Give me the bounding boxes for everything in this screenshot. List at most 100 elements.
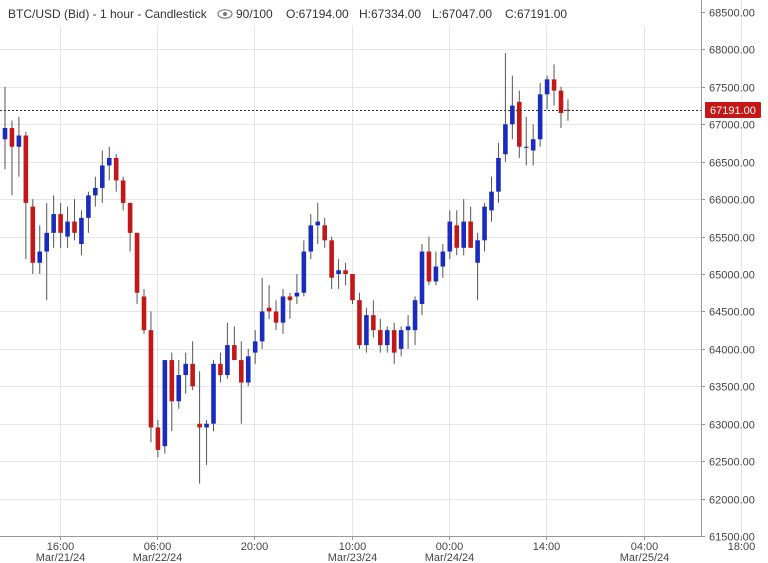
y-tick-label: 64000.00	[709, 345, 755, 357]
candle[interactable]	[461, 199, 466, 256]
candle[interactable]	[266, 285, 272, 319]
candle-body-down	[343, 270, 348, 274]
candle[interactable]	[530, 124, 536, 166]
candle[interactable]	[510, 75, 515, 140]
candle[interactable]	[72, 199, 77, 241]
candle[interactable]	[558, 86, 564, 129]
candle[interactable]	[65, 206, 70, 248]
candle[interactable]	[225, 322, 230, 379]
candle[interactable]	[384, 326, 390, 353]
candle[interactable]	[23, 131, 29, 260]
candle[interactable]	[100, 150, 105, 203]
candle[interactable]	[544, 75, 550, 110]
candle[interactable]	[58, 202, 63, 248]
candle[interactable]	[517, 90, 522, 158]
candle[interactable]	[537, 83, 543, 147]
candle[interactable]	[141, 288, 147, 334]
candle[interactable]	[280, 288, 286, 334]
candle[interactable]	[9, 120, 15, 196]
price-tag-label: 67191.00	[710, 105, 756, 117]
candle[interactable]	[44, 202, 49, 301]
candle-body-down	[190, 363, 195, 387]
candle[interactable]	[551, 64, 557, 106]
candle[interactable]	[294, 274, 300, 304]
candle[interactable]	[405, 315, 411, 349]
candle-body-up	[294, 292, 300, 297]
candle[interactable]	[93, 176, 98, 207]
candle[interactable]	[252, 330, 258, 364]
candle[interactable]	[148, 311, 154, 443]
candle[interactable]	[412, 296, 418, 346]
candle[interactable]	[454, 210, 460, 256]
candle[interactable]	[475, 232, 480, 301]
candle[interactable]	[336, 259, 341, 289]
candle[interactable]	[37, 225, 43, 274]
candle[interactable]	[197, 371, 202, 484]
candle[interactable]	[350, 274, 355, 304]
candle[interactable]	[169, 352, 175, 432]
candle[interactable]	[232, 326, 237, 361]
candle[interactable]	[245, 348, 251, 387]
candle[interactable]	[273, 300, 279, 331]
candle-body-down	[322, 225, 327, 241]
candle[interactable]	[398, 326, 404, 357]
price-tag-background	[705, 102, 761, 118]
candle[interactable]	[496, 143, 501, 203]
candle[interactable]	[357, 292, 362, 349]
candle[interactable]	[322, 217, 327, 248]
candle[interactable]	[503, 53, 508, 162]
candle[interactable]	[489, 176, 494, 222]
candle[interactable]	[468, 206, 473, 248]
candle-body-up	[489, 191, 494, 211]
candle-body-up	[544, 79, 550, 95]
candle[interactable]	[120, 176, 126, 211]
candle[interactable]	[315, 202, 321, 245]
candle[interactable]	[51, 195, 56, 248]
candle[interactable]	[183, 352, 188, 394]
candle[interactable]	[259, 277, 265, 349]
eye-icon[interactable]	[217, 9, 233, 19]
candle[interactable]	[211, 360, 216, 432]
candle[interactable]	[204, 419, 209, 465]
y-tick-label: 67000.00	[709, 120, 755, 132]
candle-body-down	[218, 363, 223, 376]
candle[interactable]	[440, 244, 446, 278]
candle[interactable]	[482, 202, 487, 252]
candle[interactable]	[301, 240, 307, 297]
candle[interactable]	[30, 199, 36, 274]
candle[interactable]	[329, 236, 334, 289]
candle[interactable]	[218, 352, 223, 383]
candle[interactable]	[426, 236, 432, 286]
candle[interactable]	[433, 251, 439, 286]
candle[interactable]	[2, 86, 8, 170]
candle[interactable]	[447, 210, 453, 260]
candle[interactable]	[176, 360, 182, 409]
candle[interactable]	[113, 154, 119, 192]
candle[interactable]	[523, 116, 529, 166]
candle[interactable]	[16, 116, 22, 177]
candle[interactable]	[565, 99, 571, 121]
candle-body-down	[551, 79, 557, 91]
candle[interactable]	[239, 341, 244, 424]
candle[interactable]	[155, 419, 161, 458]
candle[interactable]	[308, 214, 314, 260]
candle[interactable]	[343, 262, 348, 286]
candle[interactable]	[79, 210, 84, 256]
candle-body-down	[134, 232, 140, 293]
candle[interactable]	[134, 232, 140, 304]
candle[interactable]	[391, 322, 397, 364]
candle[interactable]	[287, 292, 293, 319]
candle[interactable]	[162, 360, 168, 454]
candle[interactable]	[127, 202, 133, 252]
candle-body-up	[176, 375, 182, 402]
candle[interactable]	[419, 244, 425, 316]
candle[interactable]	[378, 318, 383, 353]
candle-body-up	[183, 363, 188, 376]
candle[interactable]	[371, 300, 376, 338]
candle[interactable]	[190, 341, 195, 391]
candle[interactable]	[86, 191, 91, 233]
candle[interactable]	[364, 307, 369, 353]
candle[interactable]	[106, 146, 112, 181]
candle-body-up	[79, 217, 84, 245]
